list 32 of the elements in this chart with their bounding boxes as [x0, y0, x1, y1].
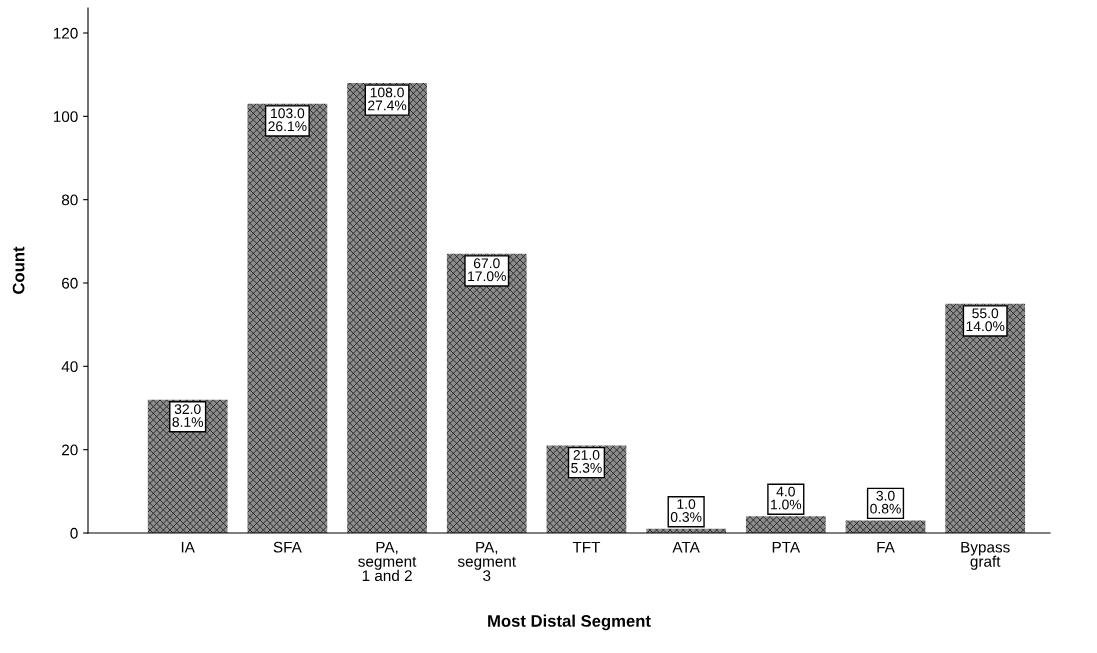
y-tick-label: 100: [53, 111, 78, 123]
data-label: 21.0 5.3%: [571, 450, 602, 473]
data-label: 1.0 0.3%: [670, 499, 702, 522]
bar: [347, 83, 427, 533]
x-tick-label: PA, segment 3: [457, 541, 516, 582]
data-label: 55.0 14.0%: [966, 308, 1005, 332]
y-tick-label: 40: [61, 361, 78, 373]
y-tick-label: 120: [53, 27, 78, 39]
x-tick-label: PTA: [772, 541, 801, 553]
x-tick-label: TFT: [572, 541, 601, 553]
x-tick-label: PA, segment 1 and 2: [358, 541, 417, 582]
bar: [446, 253, 527, 533]
x-tick-label: ATA: [672, 541, 700, 553]
x-tick-label: IA: [181, 541, 195, 553]
y-tick-label: 20: [62, 444, 78, 456]
x-tick-label: SFA: [273, 541, 302, 553]
x-tick-label: FA: [877, 541, 895, 553]
x-tick-label: Bypass graft: [961, 541, 1010, 570]
x-axis-title: Most Distal Segment: [488, 614, 651, 631]
data-label: 4.0 1.0%: [771, 486, 802, 510]
data-label: 103.0 26.1%: [268, 108, 307, 132]
data-label: 3.0 0.8%: [870, 490, 901, 514]
bar: [247, 103, 328, 533]
y-tick-label: 80: [61, 194, 78, 206]
y-axis-title: Count: [12, 246, 25, 294]
data-label: 32.0 8.1%: [172, 404, 204, 427]
y-tick-label: 0: [70, 527, 78, 539]
bar: [945, 303, 1026, 533]
bar: [745, 516, 826, 533]
data-label: 67.0 17.0%: [468, 258, 506, 282]
data-label: 108.0 27.4%: [368, 87, 407, 111]
y-tick-label: 60: [62, 277, 78, 289]
